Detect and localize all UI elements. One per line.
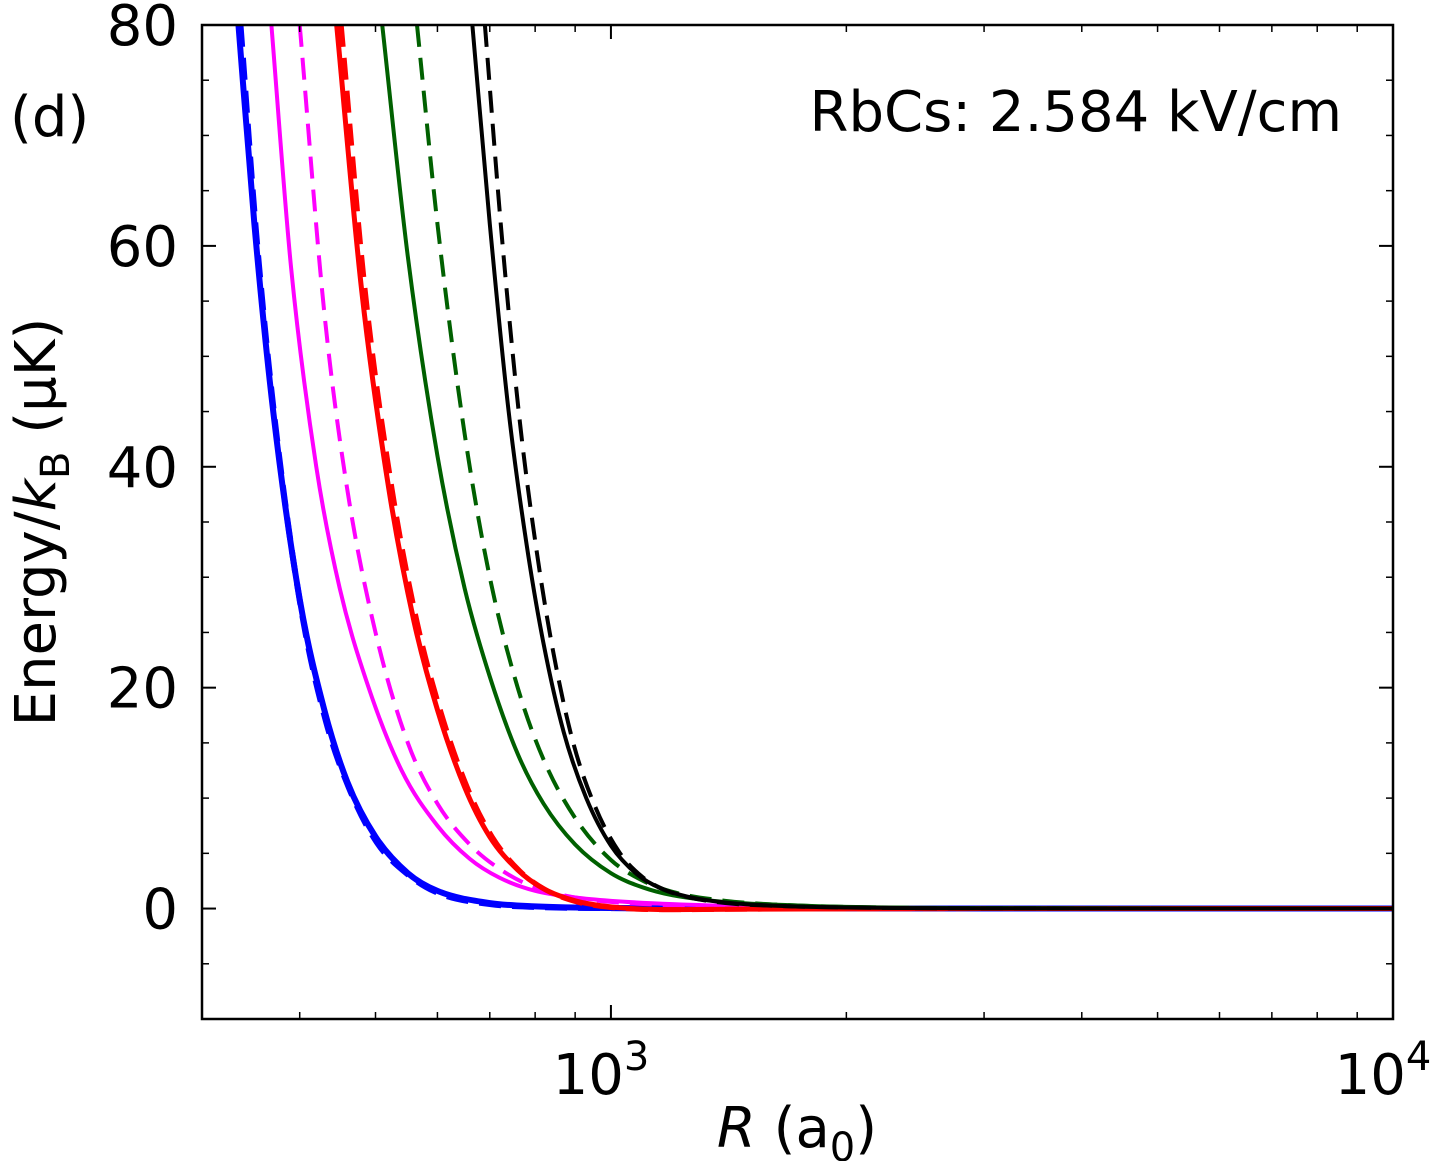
series-line-6-solid <box>380 25 1393 911</box>
series-layer <box>235 25 1393 913</box>
plot-frame <box>200 23 1395 1021</box>
series-line-9-dashed <box>482 25 1393 911</box>
y-tick-label: 60 <box>107 215 178 280</box>
series-line-0-solid <box>235 25 1393 912</box>
series-line-1-dashed <box>237 25 1393 912</box>
x-tick-label: 103 <box>553 1034 650 1108</box>
y-tick-label: 20 <box>107 657 178 722</box>
x-tick-label: 104 <box>1335 1034 1432 1108</box>
y-axis-title: Energy/kB (μK) <box>4 318 79 727</box>
y-tick-label: 80 <box>107 0 178 59</box>
tick-layer <box>202 24 1394 1019</box>
panel-label: (d) <box>10 85 89 150</box>
label-layer: 0 20 40 60 80 103 104 <box>107 0 1432 1108</box>
x-axis-title: R (a0) <box>717 1096 877 1161</box>
series-line-3-dashed <box>297 25 1393 911</box>
y-tick-label: 0 <box>142 878 178 943</box>
y-tick-label: 40 <box>107 436 178 501</box>
series-line-7-dashed <box>415 25 1393 911</box>
series-line-5-dashed <box>338 25 1393 913</box>
chart-annotation: RbCs: 2.584 kV/cm <box>810 80 1342 145</box>
series-line-8-solid <box>470 25 1393 911</box>
